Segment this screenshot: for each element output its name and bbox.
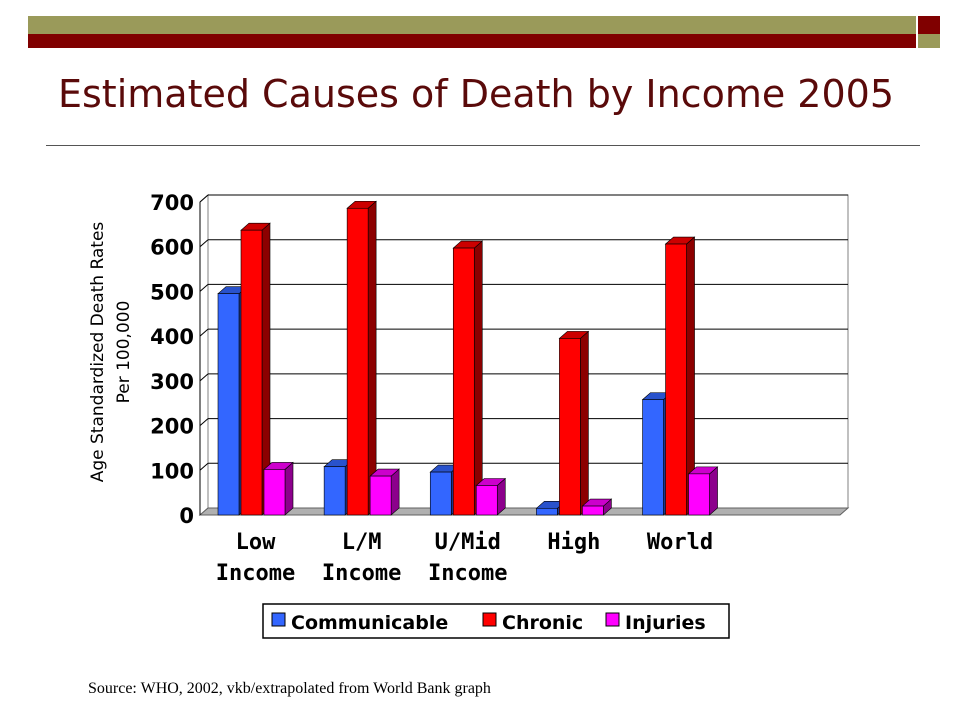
bar-chronic: [346, 207, 369, 516]
y-tick-label: 600: [150, 236, 194, 260]
x-tick-label: U/Mid: [435, 530, 501, 555]
bar-communicable: [429, 471, 452, 516]
bar-injuries: [582, 505, 604, 516]
y-tick-label: 200: [150, 415, 194, 439]
title-divider: [46, 145, 920, 146]
y-tick-label: 700: [150, 191, 194, 215]
y-tick-label: 400: [150, 325, 194, 349]
gridline-side: [199, 328, 209, 337]
chart-back-wall: [207, 194, 849, 509]
bar-side-chronic: [473, 240, 483, 516]
gridline-side: [199, 462, 209, 471]
bar-side-injuries: [284, 461, 294, 516]
gridline-side: [199, 373, 209, 382]
gridline-side: [199, 239, 209, 248]
y-axis-title: Age Standardized Death Rates: [88, 222, 108, 483]
y-axis-title: Per 100,000: [114, 301, 134, 404]
header-decoration-square-olive: [918, 34, 940, 48]
bar-side-chronic: [367, 200, 377, 516]
y-tick-label: 0: [179, 504, 194, 528]
x-tick-label: World: [647, 530, 713, 555]
bar-chronic: [452, 247, 475, 516]
bar-chronic: [559, 338, 581, 516]
legend-label-injuries: Injuries: [625, 612, 706, 634]
slide-title: Estimated Causes of Death by Income 2005: [58, 72, 894, 116]
x-tick-label: High: [547, 530, 600, 555]
legend-label-communicable: Communicable: [291, 612, 448, 634]
x-tick-label: Income: [216, 561, 295, 586]
y-tick-label: 100: [150, 459, 194, 483]
header-decoration-square-maroon: [918, 16, 940, 34]
header-decoration-bar-olive: [28, 16, 916, 34]
header-decoration-bar-maroon: [28, 34, 916, 48]
x-tick-label: Income: [322, 561, 401, 586]
bar-side-injuries: [390, 468, 400, 516]
chart-floor: [198, 507, 850, 516]
gridline-side: [199, 284, 209, 292]
bar-injuries: [688, 473, 710, 516]
bar-communicable: [642, 399, 664, 516]
legend-swatch-communicable: [271, 612, 286, 627]
bar-chronic: [665, 243, 687, 516]
bar-injuries: [369, 475, 392, 516]
x-tick-label: Low: [236, 530, 276, 555]
bar-side-chronic: [580, 330, 589, 516]
legend-swatch-injuries: [605, 612, 620, 627]
legend-label-chronic: Chronic: [502, 612, 583, 634]
x-tick-label: Income: [428, 561, 507, 586]
y-tick-label: 300: [150, 370, 194, 394]
y-tick-label: 500: [150, 280, 194, 304]
source-note: Source: WHO, 2002, vkb/extrapolated from…: [88, 680, 491, 697]
legend-swatch-chronic: [482, 612, 497, 627]
x-tick-label: L/M: [342, 530, 382, 555]
bar-chronic: [240, 229, 263, 516]
bar-communicable: [217, 293, 240, 516]
gridline-side: [199, 194, 209, 203]
bar-injuries: [475, 485, 498, 516]
bar-communicable: [536, 507, 558, 516]
bar-communicable: [323, 466, 346, 516]
bar-side-injuries: [709, 466, 718, 516]
bar-injuries: [263, 469, 286, 516]
gridline-side: [199, 418, 209, 426]
